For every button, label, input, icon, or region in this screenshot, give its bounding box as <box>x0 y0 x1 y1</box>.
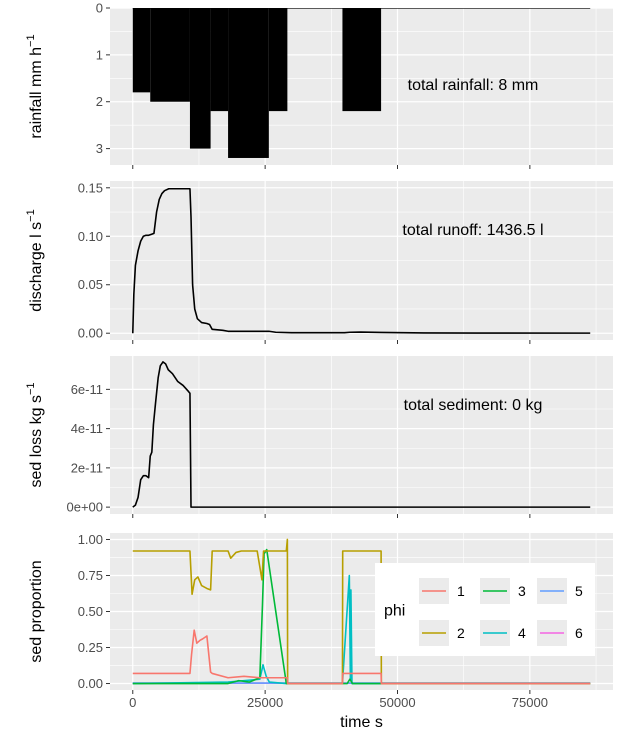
y-tick-label: 4e-11 <box>71 421 103 436</box>
y-tick-label: 0.00 <box>78 676 103 691</box>
rainfall-bar <box>268 8 288 112</box>
series-line <box>131 187 591 334</box>
legend-label-phi-6: 6 <box>575 625 583 641</box>
data-layer <box>131 187 591 334</box>
x-tick-label: 25000 <box>247 695 283 710</box>
panel-annotation: total sediment: 0 kg <box>404 397 543 414</box>
y-axis-label: sed loss kg s−1 <box>25 382 45 487</box>
y-tick-label: 2 <box>96 94 103 109</box>
legend-title: phi <box>384 603 405 620</box>
series-line-phi-1 <box>132 629 591 685</box>
y-tick-label: 0.10 <box>78 229 103 244</box>
y-tick-label: 2e-11 <box>71 460 103 475</box>
panel-annotation: total runoff: 1436.5 l <box>402 222 543 239</box>
rainfall-bar <box>228 8 269 158</box>
y-tick-label: 0.15 <box>78 180 103 195</box>
y-tick-label: 0.50 <box>78 604 103 619</box>
y-axis-label: discharge l s−1 <box>25 209 45 311</box>
y-tick-label: 0 <box>96 1 103 16</box>
x-axis-label: time s <box>340 714 383 731</box>
y-tick-label: 0.00 <box>78 326 103 341</box>
legend-label-phi-1: 1 <box>457 583 465 599</box>
panel-1: 0 1 2 3 rainfall mm h−1 total rainfall: 8 mm <box>25 1 613 169</box>
x-tick-label: 75000 <box>512 695 548 710</box>
y-tick-label: 0.75 <box>78 568 103 583</box>
data-layer <box>132 538 591 685</box>
legend-label-phi-3: 3 <box>518 583 526 599</box>
rainfall-bar <box>189 8 211 149</box>
panel-annotation: total rainfall: 8 mm <box>408 77 539 94</box>
series-line <box>132 361 591 508</box>
y-tick-label: 1 <box>96 47 103 62</box>
panel-2: 0.00 0.05 0.10 0.15 discharge l s−1 total run… <box>25 180 613 344</box>
panel-3: 0e+00 2e-11 4e-11 6e-11 sed loss kg s−1 total… <box>25 356 613 518</box>
y-tick-label: 0e+00 <box>66 500 103 515</box>
x-tick-label: 0 <box>129 695 136 710</box>
series-line-phi-4 <box>132 574 591 685</box>
rainfall-bar <box>150 8 190 102</box>
rainfall-bar <box>210 8 229 112</box>
x-tick-label: 50000 <box>379 695 415 710</box>
legend: phi 1 3 5 2 4 6 <box>375 563 595 656</box>
data-layer <box>132 361 591 508</box>
panel-background <box>110 356 613 514</box>
legend-label-phi-5: 5 <box>575 583 583 599</box>
y-axis-label: rainfall mm h−1 <box>25 34 45 138</box>
rainfall-bar <box>132 8 151 93</box>
y-axis-label: sed proportion <box>28 560 45 662</box>
legend-label-phi-4: 4 <box>518 625 526 641</box>
rainfall-bar <box>342 8 382 112</box>
y-tick-label: 6e-11 <box>71 382 103 397</box>
data-layer <box>132 8 591 158</box>
y-tick-label: 1.00 <box>78 532 103 547</box>
y-tick-label: 0.05 <box>78 277 103 292</box>
legend-label-phi-2: 2 <box>457 625 465 641</box>
y-tick-label: 0.25 <box>78 640 103 655</box>
y-tick-label: 3 <box>96 141 103 156</box>
